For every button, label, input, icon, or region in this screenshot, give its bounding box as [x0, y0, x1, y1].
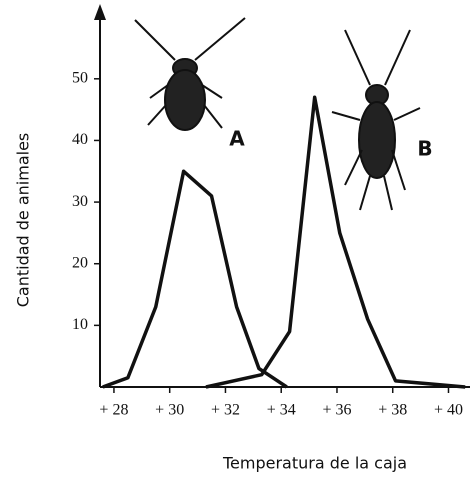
x-tick-label: + 40 [434, 402, 463, 419]
series-line [205, 95, 466, 389]
x-tick-label: + 32 [211, 402, 240, 419]
x-tick-label: + 36 [322, 402, 351, 419]
insect-a [134, 17, 246, 131]
y-axis-title: Cantidad de animales [14, 133, 33, 308]
y-tick-label: 10 [72, 316, 88, 333]
series-line [102, 169, 288, 389]
legend-label: A [229, 127, 245, 151]
legend-label: B [417, 137, 432, 161]
x-tick-label: + 38 [378, 402, 407, 419]
x-axis-title: Temperatura de la caja [222, 454, 407, 473]
y-tick-label: 50 [72, 69, 88, 86]
x-tick-label: + 28 [99, 402, 128, 419]
x-tick-label: + 34 [267, 402, 296, 419]
y-tick-label: 30 [72, 193, 88, 210]
y-tick-label: 40 [72, 131, 88, 148]
y-tick-label: 20 [72, 254, 88, 271]
x-tick-label: + 30 [155, 402, 184, 419]
y-axis-arrow [94, 4, 106, 20]
insect-b [331, 29, 421, 211]
